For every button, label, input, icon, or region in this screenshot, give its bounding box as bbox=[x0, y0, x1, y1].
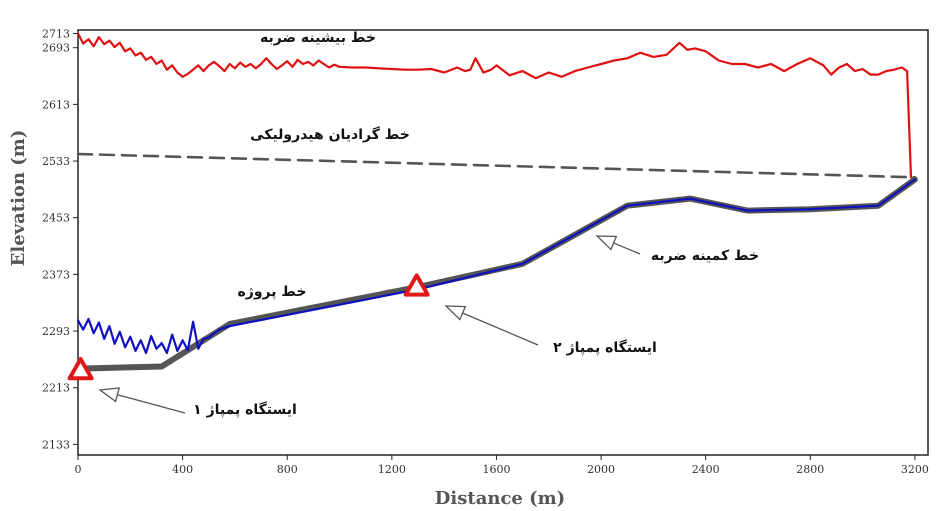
pump2-arrow bbox=[444, 305, 539, 346]
series-line-1 bbox=[76, 152, 917, 179]
x-tick-label: 1200 bbox=[378, 463, 406, 476]
axes: 0 400 800 1200 1600 2000 2400 2800 3200 2133 2213 2… bbox=[42, 28, 929, 476]
x-tick-label: 800 bbox=[277, 463, 298, 476]
pump1-label: ایستگاه پمپاژ ۱ bbox=[193, 401, 297, 418]
x-tick-label: 3200 bbox=[901, 463, 929, 476]
plot-frame bbox=[77, 29, 929, 456]
min-surge-arrow bbox=[595, 235, 641, 255]
pump-station-markers bbox=[67, 273, 430, 381]
y-tick-label: 2453 bbox=[42, 212, 70, 225]
x-tick-label: 1600 bbox=[482, 463, 510, 476]
x-tick-label: 2400 bbox=[692, 463, 720, 476]
plot-border bbox=[77, 29, 929, 456]
y-axis-title: Elevation (m) bbox=[8, 130, 29, 267]
series-line-0 bbox=[76, 32, 917, 180]
x-tick-label: 2800 bbox=[796, 463, 824, 476]
x-tick-label: 400 bbox=[172, 463, 193, 476]
pump1-arrow bbox=[98, 387, 186, 414]
annotations: خط بیشینه ضربه خط گرادیان هیدرولیکی خط پ… bbox=[193, 30, 759, 418]
x-tick-label: 2000 bbox=[587, 463, 615, 476]
y-tick-label: 2373 bbox=[42, 268, 70, 281]
series-line-3 bbox=[76, 178, 917, 355]
min-surge-label: خط کمینه ضربه bbox=[651, 248, 759, 264]
project-label: خط پروژه bbox=[238, 284, 307, 300]
annotation-arrows bbox=[98, 235, 641, 414]
y-tick-label: 2713 bbox=[42, 28, 70, 41]
pump-station-marker-1 bbox=[67, 357, 94, 381]
y-tick-label: 2693 bbox=[42, 42, 70, 55]
y-tick-label: 2293 bbox=[42, 325, 70, 338]
x-tick-label: 0 bbox=[75, 463, 82, 476]
hgl-label: خط گرادیان هیدرولیکی bbox=[250, 126, 410, 143]
y-tick-label: 2533 bbox=[42, 155, 70, 168]
y-tick-label: 2133 bbox=[42, 438, 70, 451]
series-layer bbox=[75, 32, 918, 372]
y-tick-label: 2213 bbox=[42, 382, 70, 395]
pump2-label: ایستگاه پمپاژ ۲ bbox=[553, 339, 657, 356]
x-axis-title: Distance (m) bbox=[435, 488, 565, 509]
y-tick-label: 2613 bbox=[42, 98, 70, 111]
pump-station-marker-2 bbox=[403, 273, 430, 297]
max-surge-label: خط بیشینه ضربه bbox=[260, 30, 376, 46]
